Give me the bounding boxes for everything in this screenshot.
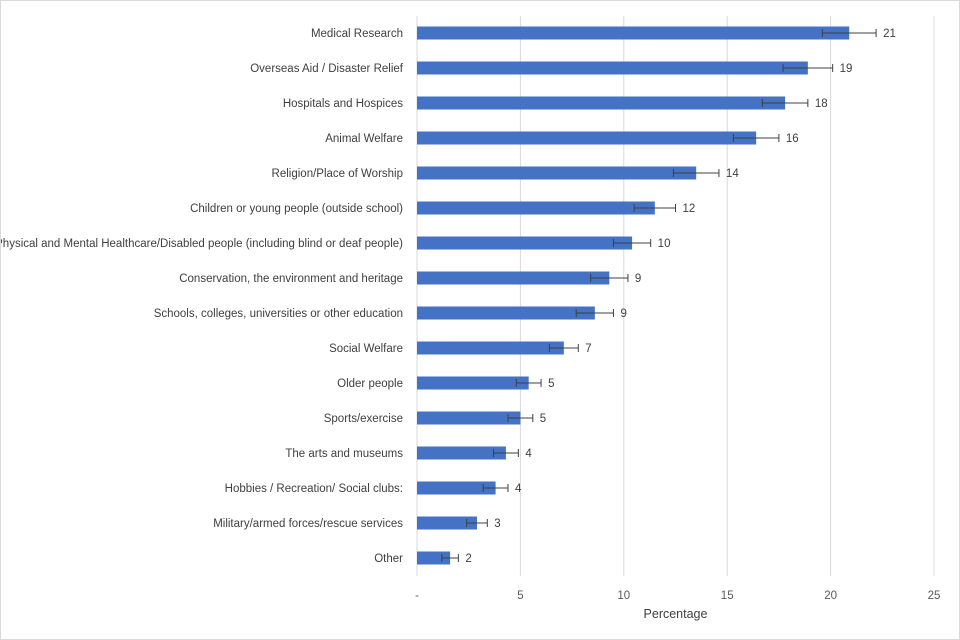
category-label: Children or young people (outside school… [190, 203, 403, 215]
bar [417, 166, 697, 180]
data-label: 19 [840, 63, 853, 75]
bar [417, 411, 521, 425]
bar [417, 481, 496, 495]
category-label: Older people [337, 378, 403, 390]
x-axis-title: Percentage [644, 607, 708, 621]
error-bar [466, 519, 488, 527]
category-label: Hospitals and Hospices [283, 98, 403, 110]
category-label: Sports/exercise [324, 413, 403, 425]
error-bar [441, 554, 459, 562]
data-label: 4 [525, 448, 532, 460]
x-tick-label: - [415, 590, 419, 602]
category-label: Military/armed forces/rescue services [213, 518, 403, 530]
bar [417, 96, 786, 110]
bar [417, 306, 595, 320]
category-label: The arts and museums [285, 448, 403, 460]
data-label: 9 [620, 308, 626, 320]
x-tick-label: 20 [824, 590, 837, 602]
data-label: 4 [515, 483, 522, 495]
category-label: Overseas Aid / Disaster Relief [250, 63, 404, 75]
error-bar [612, 239, 652, 247]
bar [417, 446, 506, 460]
x-tick-label: 15 [721, 590, 734, 602]
bar [417, 131, 757, 145]
error-bar [515, 379, 542, 387]
error-bar [493, 449, 519, 457]
category-label: Medical Research [311, 28, 403, 40]
data-label: 7 [585, 343, 591, 355]
error-bar [821, 29, 877, 37]
x-tick-labels: - 5 10 15 20 25 [415, 590, 940, 602]
data-label: 2 [465, 553, 471, 565]
error-bar [732, 134, 780, 142]
data-label: 5 [548, 378, 554, 390]
category-labels: Medical Research Overseas Aid / Disaster … [1, 28, 404, 565]
error-bar [782, 64, 834, 72]
data-label: 3 [494, 518, 500, 530]
data-label: 9 [635, 273, 641, 285]
error-bar [761, 99, 809, 107]
category-label: Animal Welfare [325, 133, 403, 145]
x-tick-label: 25 [928, 590, 941, 602]
category-label: Other [374, 553, 403, 565]
bars [417, 26, 850, 565]
bar [417, 516, 477, 530]
category-label: Social Welfare [329, 343, 403, 355]
category-label: Schools, colleges, universities or other… [154, 308, 403, 320]
error-bar [482, 484, 509, 492]
data-label: 14 [726, 168, 739, 180]
data-label: 16 [786, 133, 799, 145]
category-label: Conservation, the environment and herita… [179, 273, 403, 285]
bar [417, 236, 633, 250]
error-bar [575, 309, 614, 317]
bar [417, 201, 655, 215]
bar [417, 376, 529, 390]
bar [417, 271, 610, 285]
bar [417, 26, 850, 40]
bar [417, 61, 808, 75]
data-labels: 21 19 18 16 14 12 10 9 9 7 5 5 4 4 3 2 [465, 28, 896, 565]
x-tick-label: 10 [617, 590, 630, 602]
data-label: 18 [815, 98, 828, 110]
data-label: 12 [683, 203, 696, 215]
category-label: Physical and Mental Healthcare/Disabled … [1, 238, 403, 250]
data-label: 5 [540, 413, 546, 425]
error-bars [441, 29, 877, 562]
category-label: Religion/Place of Worship [272, 168, 403, 180]
error-bar [507, 414, 534, 422]
error-bar [590, 274, 629, 282]
data-label: 21 [883, 28, 896, 40]
error-bar [672, 169, 720, 177]
bar [417, 341, 564, 355]
error-bar [548, 344, 579, 352]
x-tick-label: 5 [517, 590, 523, 602]
error-bar [633, 204, 676, 212]
data-label: 10 [658, 238, 671, 250]
category-label: Hobbies / Recreation/ Social clubs: [225, 483, 403, 495]
